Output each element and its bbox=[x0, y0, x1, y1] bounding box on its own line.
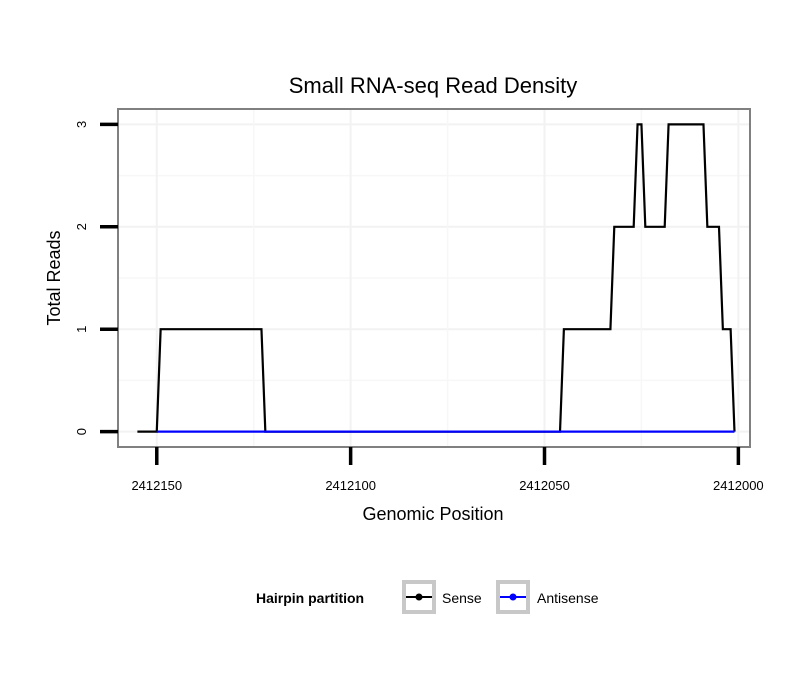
series-lines bbox=[137, 123, 736, 433]
legend-key-antisense-box bbox=[496, 580, 530, 614]
legend-title: Hairpin partition bbox=[256, 590, 364, 606]
y-tick-label: 3 bbox=[74, 121, 89, 128]
legend-label-sense: Sense bbox=[442, 590, 482, 606]
legend-label-antisense: Antisense bbox=[537, 590, 599, 606]
legend-key-antisense-point bbox=[509, 593, 517, 601]
series-line-sense bbox=[137, 123, 736, 433]
y-axis-title: Total Reads bbox=[44, 230, 64, 325]
x-axis-ticks: 2412150 2412100 2412050 2412000 bbox=[131, 447, 764, 493]
x-tick-label: 2412100 bbox=[325, 478, 376, 493]
y-tick-label: 0 bbox=[74, 428, 89, 435]
chart-title: Small RNA-seq Read Density bbox=[289, 73, 578, 98]
y-tick-label: 1 bbox=[74, 326, 89, 333]
legend-key-sense-point bbox=[415, 593, 423, 601]
legend-item-sense: Sense bbox=[402, 580, 482, 614]
plot-border bbox=[117, 108, 751, 448]
x-tick-label: 2412050 bbox=[519, 478, 570, 493]
x-tick-label: 2412150 bbox=[131, 478, 182, 493]
y-axis-ticks: 0 1 2 3 bbox=[74, 121, 118, 435]
x-tick-label: 2412000 bbox=[713, 478, 764, 493]
legend: Hairpin partition Sense Antisense bbox=[256, 580, 599, 614]
y-tick-label: 2 bbox=[74, 223, 89, 230]
x-axis-title: Genomic Position bbox=[362, 504, 503, 524]
legend-item-antisense: Antisense bbox=[496, 580, 599, 614]
